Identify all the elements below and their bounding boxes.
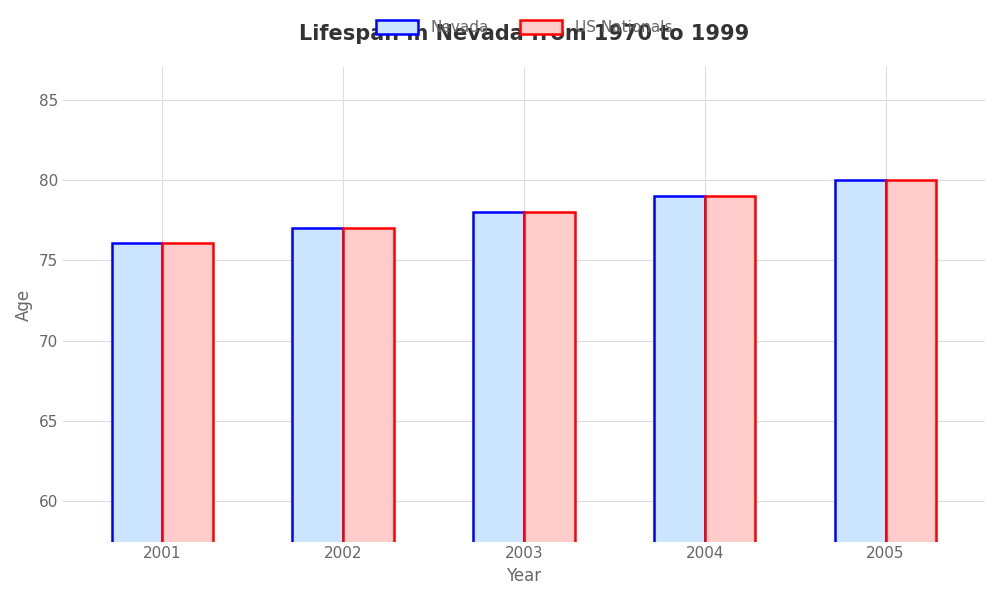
Bar [112,242,162,600]
Bar [835,180,886,600]
Y-axis label: Age: Age [15,289,33,320]
Bar [654,196,705,600]
Bar [292,228,343,600]
Bar [162,242,213,600]
Title: Lifespan in Nevada from 1970 to 1999: Lifespan in Nevada from 1970 to 1999 [299,23,749,44]
Bar [473,212,524,600]
Legend: Nevada, US Nationals: Nevada, US Nationals [370,13,678,41]
X-axis label: Year: Year [506,567,541,585]
Bar [524,212,575,600]
Bar [705,196,755,600]
Bar [343,228,394,600]
Bar [886,180,936,600]
